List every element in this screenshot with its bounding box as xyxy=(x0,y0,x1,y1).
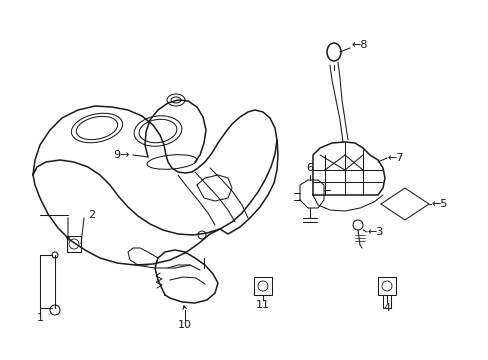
Text: ←3: ←3 xyxy=(367,227,384,237)
Text: 1: 1 xyxy=(37,313,43,323)
Text: ←8: ←8 xyxy=(351,40,368,50)
Text: ←7: ←7 xyxy=(387,153,404,163)
Text: 9→: 9→ xyxy=(113,150,130,160)
Text: 4: 4 xyxy=(383,303,390,313)
Text: ←5: ←5 xyxy=(431,199,447,209)
Text: 10: 10 xyxy=(178,320,192,330)
Text: 2: 2 xyxy=(88,210,95,220)
Text: 6: 6 xyxy=(306,163,313,173)
Text: 11: 11 xyxy=(256,300,269,310)
